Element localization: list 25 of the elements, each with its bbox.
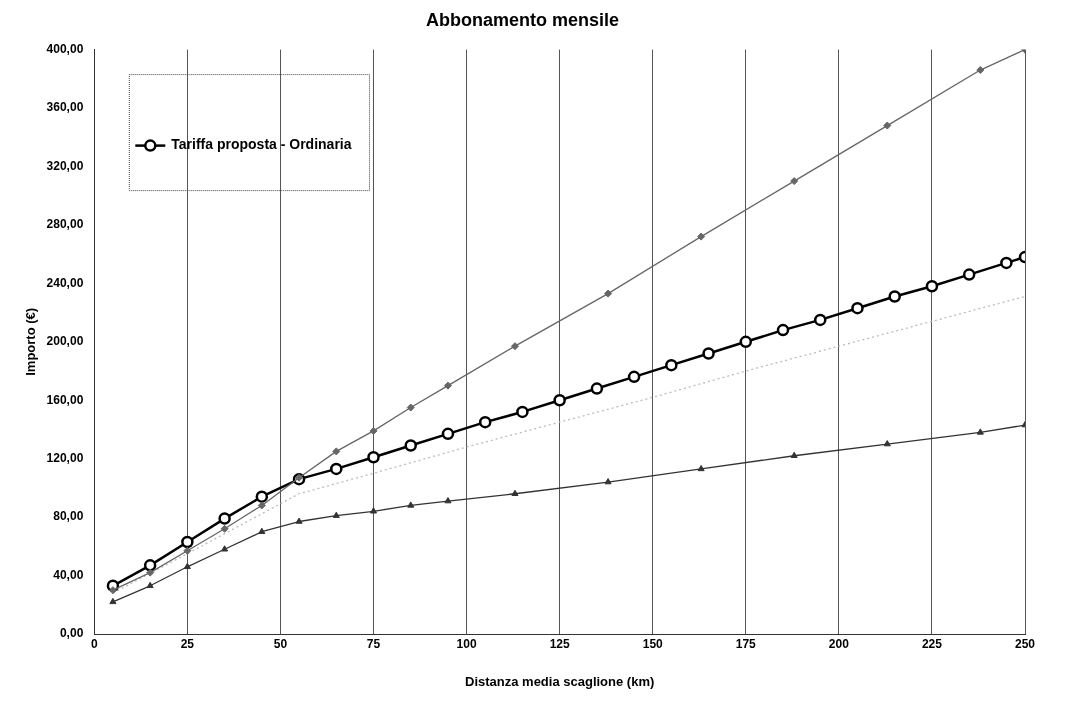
x-tick-label: 225 (921, 636, 943, 651)
y-tick-label: 320,00 (46, 158, 84, 173)
y-tick-label: 280,00 (46, 217, 84, 232)
y-tick-label: 160,00 (46, 392, 84, 407)
y-tick-label: 120,00 (46, 450, 84, 465)
y-tick-label: 80,00 (53, 509, 84, 524)
x-tick-label: 250 (1014, 636, 1036, 651)
x-tick-label: 100 (456, 636, 477, 651)
x-tick-label: 175 (735, 636, 757, 651)
y-axis-title: Importo (€) (23, 307, 39, 376)
chart-title: Abbonamento mensile (425, 9, 620, 30)
y-tick-label: 0,00 (59, 626, 84, 641)
y-tick-label: 400,00 (46, 41, 84, 56)
y-tick-label: 360,00 (46, 100, 84, 115)
x-tick-label: 125 (549, 636, 570, 651)
x-tick-label: 0 (90, 636, 98, 651)
x-tick-label: 75 (366, 636, 381, 651)
y-tick-label: 200,00 (46, 334, 84, 349)
y-tick-label: 240,00 (46, 275, 84, 290)
x-axis-title: Distanza media scaglione (km) (465, 673, 655, 689)
x-tick-label: 150 (642, 636, 664, 651)
x-tick-label: 50 (273, 636, 288, 651)
y-tick-label: 40,00 (53, 567, 84, 582)
x-tick-label: 200 (828, 636, 850, 651)
x-tick-label: 25 (180, 636, 195, 651)
